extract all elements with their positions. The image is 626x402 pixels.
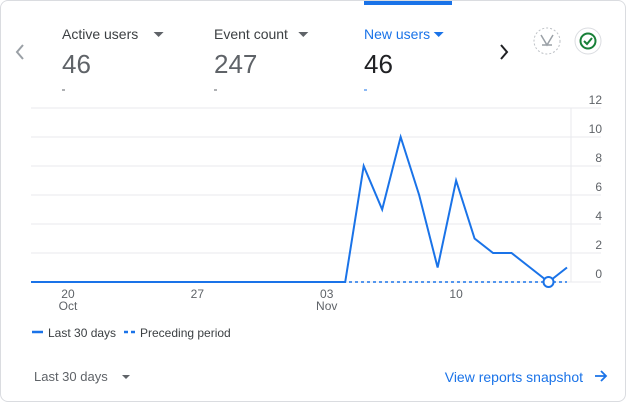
tab-value: 247 bbox=[214, 49, 257, 79]
series-line bbox=[31, 133, 568, 284]
tab-label[interactable]: Event count bbox=[214, 26, 288, 42]
snapshot-link[interactable]: View reports snapshot bbox=[445, 369, 583, 385]
legend-label: Last 30 days bbox=[48, 326, 116, 340]
insights-icon[interactable] bbox=[533, 27, 561, 55]
tab-label[interactable]: New users bbox=[364, 26, 430, 42]
tab-value: 46 bbox=[364, 49, 393, 79]
insights-glyph bbox=[540, 34, 554, 47]
status-icon[interactable] bbox=[574, 27, 602, 55]
x-month-label: Nov bbox=[316, 299, 337, 313]
x-month-label: Oct bbox=[59, 299, 78, 313]
y-tick-label: 12 bbox=[589, 93, 603, 107]
tab-value: 46 bbox=[62, 49, 91, 79]
y-tick-label: 0 bbox=[595, 267, 602, 281]
tab-caret bbox=[433, 32, 444, 37]
hover-marker bbox=[542, 276, 555, 288]
link-arrow bbox=[595, 370, 608, 382]
x-tick-label: 03 bbox=[320, 287, 334, 301]
range-dropdown[interactable]: Last 30 days bbox=[34, 369, 108, 384]
y-tick-label: 10 bbox=[589, 122, 603, 136]
status-check bbox=[583, 37, 593, 46]
next-arrow[interactable] bbox=[500, 44, 509, 60]
x-tick-label: 10 bbox=[449, 287, 463, 301]
tab-caret bbox=[153, 32, 164, 37]
x-tick-label: 27 bbox=[191, 287, 205, 301]
y-tick-label: 2 bbox=[595, 238, 602, 252]
prev-arrow[interactable] bbox=[15, 44, 24, 60]
legend-label: Preceding period bbox=[140, 326, 231, 340]
y-tick-label: 8 bbox=[595, 151, 602, 165]
tab-caret bbox=[298, 32, 309, 37]
tab-label[interactable]: Active users bbox=[62, 26, 138, 42]
status-ring bbox=[579, 32, 597, 50]
x-tick-label: 20 bbox=[61, 287, 75, 301]
y-tick-label: 4 bbox=[595, 209, 602, 223]
dropdown-caret bbox=[122, 375, 130, 379]
y-tick-label: 6 bbox=[595, 180, 602, 194]
